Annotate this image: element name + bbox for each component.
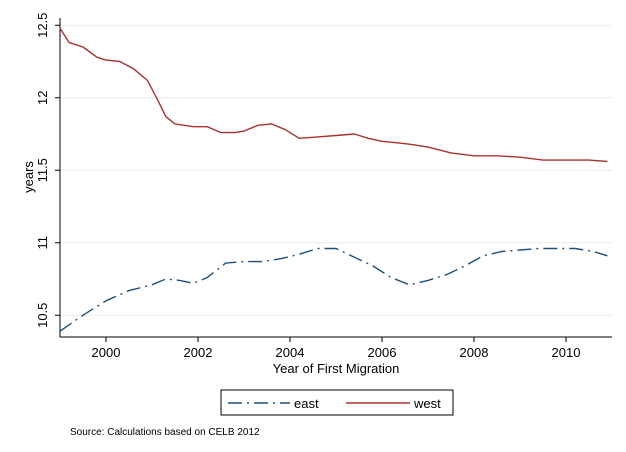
x-tick-label: 2002	[184, 345, 213, 360]
series-line-west	[59, 27, 608, 163]
source-note: Source: Calculations based on CELB 2012	[70, 427, 260, 438]
x-tick-label: 2000	[92, 345, 121, 360]
series-line-east	[59, 247, 608, 332]
y-tick-label: 10.5	[35, 303, 50, 328]
y-ticks: 10.5 11 11.5 12 12.5	[35, 13, 60, 328]
x-tick-label: 2010	[552, 345, 581, 360]
x-tick-label: 2008	[460, 345, 489, 360]
x-ticks: 2000 2002 2004 2006 2008 2010	[92, 337, 581, 360]
y-axis-title: years	[21, 161, 36, 193]
legend: east west	[220, 389, 454, 416]
series-lines	[59, 27, 608, 332]
legend-label-east: east	[294, 396, 319, 411]
x-tick-label: 2006	[368, 345, 397, 360]
y-tick-label: 11	[35, 236, 50, 250]
gridlines	[60, 24, 612, 316]
x-axis-title: Year of First Migration	[273, 361, 400, 376]
y-tick-label: 11.5	[35, 158, 50, 182]
x-tick-label: 2004	[276, 345, 305, 360]
axes	[59, 18, 612, 338]
y-tick-label: 12	[35, 91, 50, 105]
y-tick-label: 12.5	[35, 13, 50, 38]
legend-label-west: west	[413, 396, 441, 411]
